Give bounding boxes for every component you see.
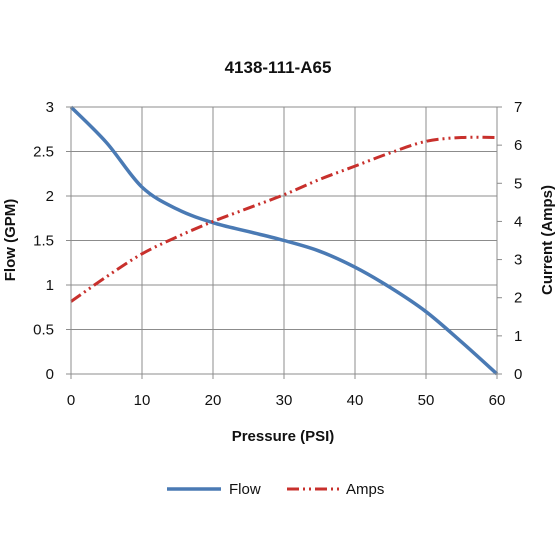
- y-tick-label: 1: [46, 277, 54, 294]
- legend-label-amps: Amps: [346, 481, 384, 498]
- legend-label-flow: Flow: [229, 481, 261, 498]
- x-tick-label: 10: [134, 392, 151, 409]
- y2-tick-label: 7: [514, 99, 522, 116]
- x-tick-label: 20: [205, 392, 222, 409]
- chart-title: 4138-111-A65: [225, 58, 332, 77]
- x-tick-label: 40: [347, 392, 364, 409]
- y2-tick-label: 6: [514, 137, 522, 154]
- y-tick-label: 1.5: [33, 233, 54, 250]
- series-line-amps: [70, 135, 498, 303]
- x-axis-title: Pressure (PSI): [232, 428, 335, 445]
- y2-tick-label: 0: [514, 366, 522, 383]
- y2-tick-label: 5: [514, 175, 522, 192]
- x-tick-label: 30: [276, 392, 293, 409]
- y2-axis-title: Current (Amps): [539, 185, 556, 295]
- plot-area-border: [70, 106, 498, 375]
- series-layer: [69, 105, 499, 376]
- y-axis-title: Flow (GPM): [2, 199, 19, 282]
- legend: Flow Amps: [167, 481, 384, 498]
- y-tick-label: 3: [46, 99, 54, 116]
- y-tick-label: 0.5: [33, 322, 54, 339]
- series-line-flow: [69, 105, 499, 376]
- x-tick-label: 0: [67, 392, 75, 409]
- x-tick-label: 60: [489, 392, 506, 409]
- y-tick-label: 2: [46, 188, 54, 205]
- y2-tick-label: 3: [514, 252, 522, 269]
- x-tick-label: 50: [418, 392, 435, 409]
- y-tick-label: 0: [46, 366, 54, 383]
- y2-tick-label: 4: [514, 213, 522, 230]
- y-tick-label: 2.5: [33, 144, 54, 161]
- y2-tick-label: 2: [514, 290, 522, 307]
- y2-tick-label: 1: [514, 328, 522, 345]
